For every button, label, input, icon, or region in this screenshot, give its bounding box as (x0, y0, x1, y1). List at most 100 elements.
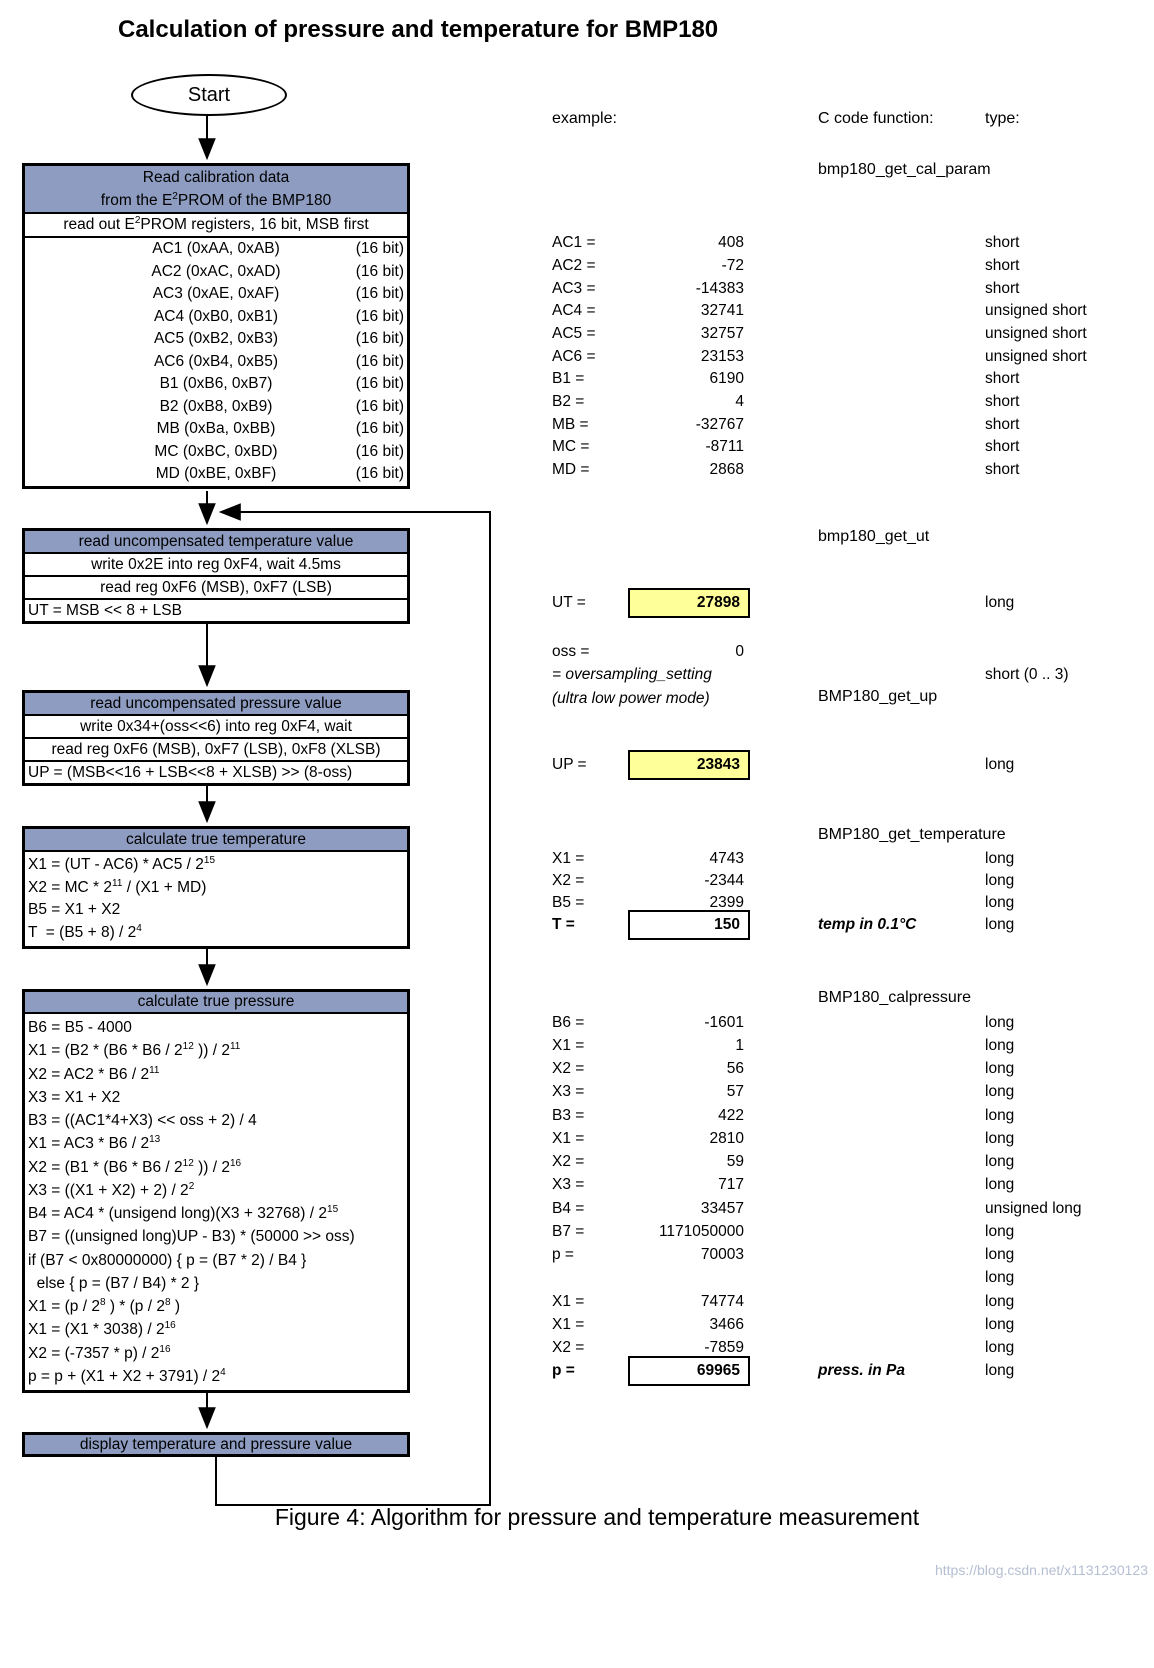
example-type: long (985, 1107, 1015, 1124)
example-type: short (985, 416, 1020, 433)
formula-line: X1 = (B2 * (B6 * B6 / 212 )) / 211 (28, 1041, 241, 1060)
example-label: AC5 = (552, 325, 596, 342)
register-bit-label: (16 bit) (355, 375, 404, 392)
read-up-formula: UP = (MSB<<16 + LSB<<8 + XLSB) >> (8-oss… (28, 764, 353, 781)
example-type: short (985, 438, 1020, 455)
formula-line: B6 = B5 - 4000 (28, 1019, 132, 1036)
register-name: AC1 (0xAA, 0xAB) (152, 240, 280, 257)
example-type: short (985, 393, 1020, 410)
register-row: B1 (0xB6, 0xB7) (16 bit) (25, 373, 407, 396)
example-type: long (985, 1014, 1015, 1031)
example-type: long (985, 1153, 1015, 1170)
example-label: AC4 = (552, 302, 596, 319)
oss-label: oss = (552, 643, 590, 660)
example-label: B3 = (552, 1107, 585, 1124)
register-row: AC1 (0xAA, 0xAB) (16 bit) (25, 238, 407, 261)
example-row: B7 = 1171050000 long (552, 1221, 1154, 1243)
pressure-result-box: 69965 (628, 1356, 750, 1386)
calc-press-header: calculate true pressure (25, 992, 407, 1014)
formula-line: B7 = ((unsigned long)UP - B3) * (50000 >… (28, 1228, 355, 1246)
example-value: 717 (718, 1176, 744, 1193)
oss-row: oss = 0 (552, 641, 1154, 663)
example-label: X2 = (552, 1339, 585, 1356)
register-name: B1 (0xB6, 0xB7) (159, 375, 273, 392)
read-ut-header: read uncompensated temperature value (25, 531, 407, 554)
read-ut-row1: write 0x2E into reg 0xF4, wait 4.5ms (25, 554, 407, 577)
example-row: X2 = 59 long (552, 1151, 1154, 1173)
register-row: B2 (0xB8, 0xB9) (16 bit) (25, 396, 407, 419)
formula-line: X2 = (-7357 * p) / 216 (28, 1343, 171, 1362)
example-value: 32757 (700, 325, 744, 342)
register-name: AC5 (0xB2, 0xB3) (153, 330, 279, 347)
calibration-register-list: AC1 (0xAA, 0xAB) (16 bit) AC2 (0xAC, 0xAD… (25, 238, 407, 486)
column-header-example: example: (552, 110, 617, 127)
calc-temp-box: calculate true temperature X1 = (UT - AC… (22, 826, 410, 949)
example-value: 3466 (709, 1316, 744, 1333)
example-label: AC2 = (552, 257, 596, 274)
example-type: long (985, 894, 1015, 911)
example-value: 2868 (709, 461, 744, 478)
example-row: B1 = 6190 short (552, 368, 1154, 390)
example-label: AC6 = (552, 348, 596, 365)
example-row: B2 = 4 short (552, 391, 1154, 413)
example-type: long (985, 1037, 1015, 1054)
register-row: MB (0xBa, 0xBB) (16 bit) (25, 418, 407, 441)
example-label: X1 = (552, 1037, 585, 1054)
example-row: B3 = 422 long (552, 1105, 1154, 1127)
example-value: 2810 (709, 1130, 744, 1147)
oss-mode: (ultra low power mode) (552, 690, 710, 707)
oss-type: short (0 .. 3) (985, 666, 1069, 683)
example-type: unsigned short (985, 325, 1087, 342)
formula-line: X1 = (UT - AC6) * AC5 / 215 (28, 854, 216, 873)
register-bit-label: (16 bit) (355, 442, 404, 460)
example-type: short (985, 280, 1020, 297)
example-type: long (985, 850, 1015, 867)
calibration-header: Read calibration data from the E2PROM of… (25, 166, 407, 214)
pressure-unit-note: press. in Pa (818, 1362, 906, 1379)
column-header-c-code-function: C code function: (818, 110, 934, 127)
up-label: UP = (552, 756, 587, 773)
example-label: X1 = (552, 850, 585, 867)
example-type: long (985, 1339, 1015, 1356)
register-bit-label: (16 bit) (355, 465, 404, 482)
example-row: X2 = -7859 long (552, 1337, 1154, 1359)
formula-line: X1 = AC3 * B6 / 213 (28, 1134, 161, 1153)
example-type: long (985, 1316, 1015, 1333)
formula-line: X2 = MC * 211 / (X1 + MD) (28, 877, 207, 896)
temperature-result-row: T = 150 temp in 0.1°C long (552, 910, 1154, 940)
register-row: MC (0xBC, 0xBD) (16 bit) (25, 441, 407, 464)
formula-line: B3 = ((AC1*4+X3) << oss + 2) / 4 (28, 1112, 257, 1129)
register-bit-label: (16 bit) (355, 330, 404, 347)
register-row: AC4 (0xB0, 0xB1) (16 bit) (25, 306, 407, 329)
example-label: B2 = (552, 393, 585, 410)
example-value: 6190 (709, 370, 744, 387)
register-row: AC6 (0xB4, 0xB5) (16 bit) (25, 351, 407, 374)
up-value-box: 23843 (628, 750, 750, 780)
example-value: 23153 (700, 348, 744, 365)
register-name: AC2 (0xAC, 0xAD) (151, 262, 281, 280)
start-node: Start (131, 74, 287, 116)
calc-temp-header: calculate true temperature (25, 829, 407, 852)
example-type: long (985, 1246, 1015, 1263)
formula-line: if (B7 < 0x80000000) { p = (B7 * 2) / B4… (28, 1251, 307, 1269)
read-up-header: read uncompensated pressure value (25, 693, 407, 716)
start-label: Start (187, 83, 231, 106)
oss-description: = oversampling_setting (552, 666, 712, 683)
example-row: X1 = 74774 long (552, 1291, 1154, 1313)
example-label: X2 = (552, 1060, 585, 1077)
example-label: MD = (552, 461, 590, 478)
example-label: B5 = (552, 894, 585, 911)
register-row: MD (0xBE, 0xBF) (16 bit) (25, 463, 407, 486)
register-name: MB (0xBa, 0xBB) (156, 420, 276, 437)
temperature-unit-note: temp in 0.1°C (818, 916, 917, 933)
example-label: X1 = (552, 1316, 585, 1333)
register-name: AC4 (0xB0, 0xB1) (153, 307, 279, 325)
example-row: X2 = -2344 long (552, 870, 1154, 892)
example-value: 56 (726, 1060, 744, 1077)
example-row: X1 = 3466 long (552, 1314, 1154, 1336)
function-get-up: BMP180_get_up (818, 688, 938, 705)
example-label: X2 = (552, 1153, 585, 1170)
calibration-subheader: read out E2PROM registers, 16 bit, MSB f… (25, 214, 407, 238)
calibration-header-line2: from the E2PROM of the BMP180 (100, 190, 332, 209)
